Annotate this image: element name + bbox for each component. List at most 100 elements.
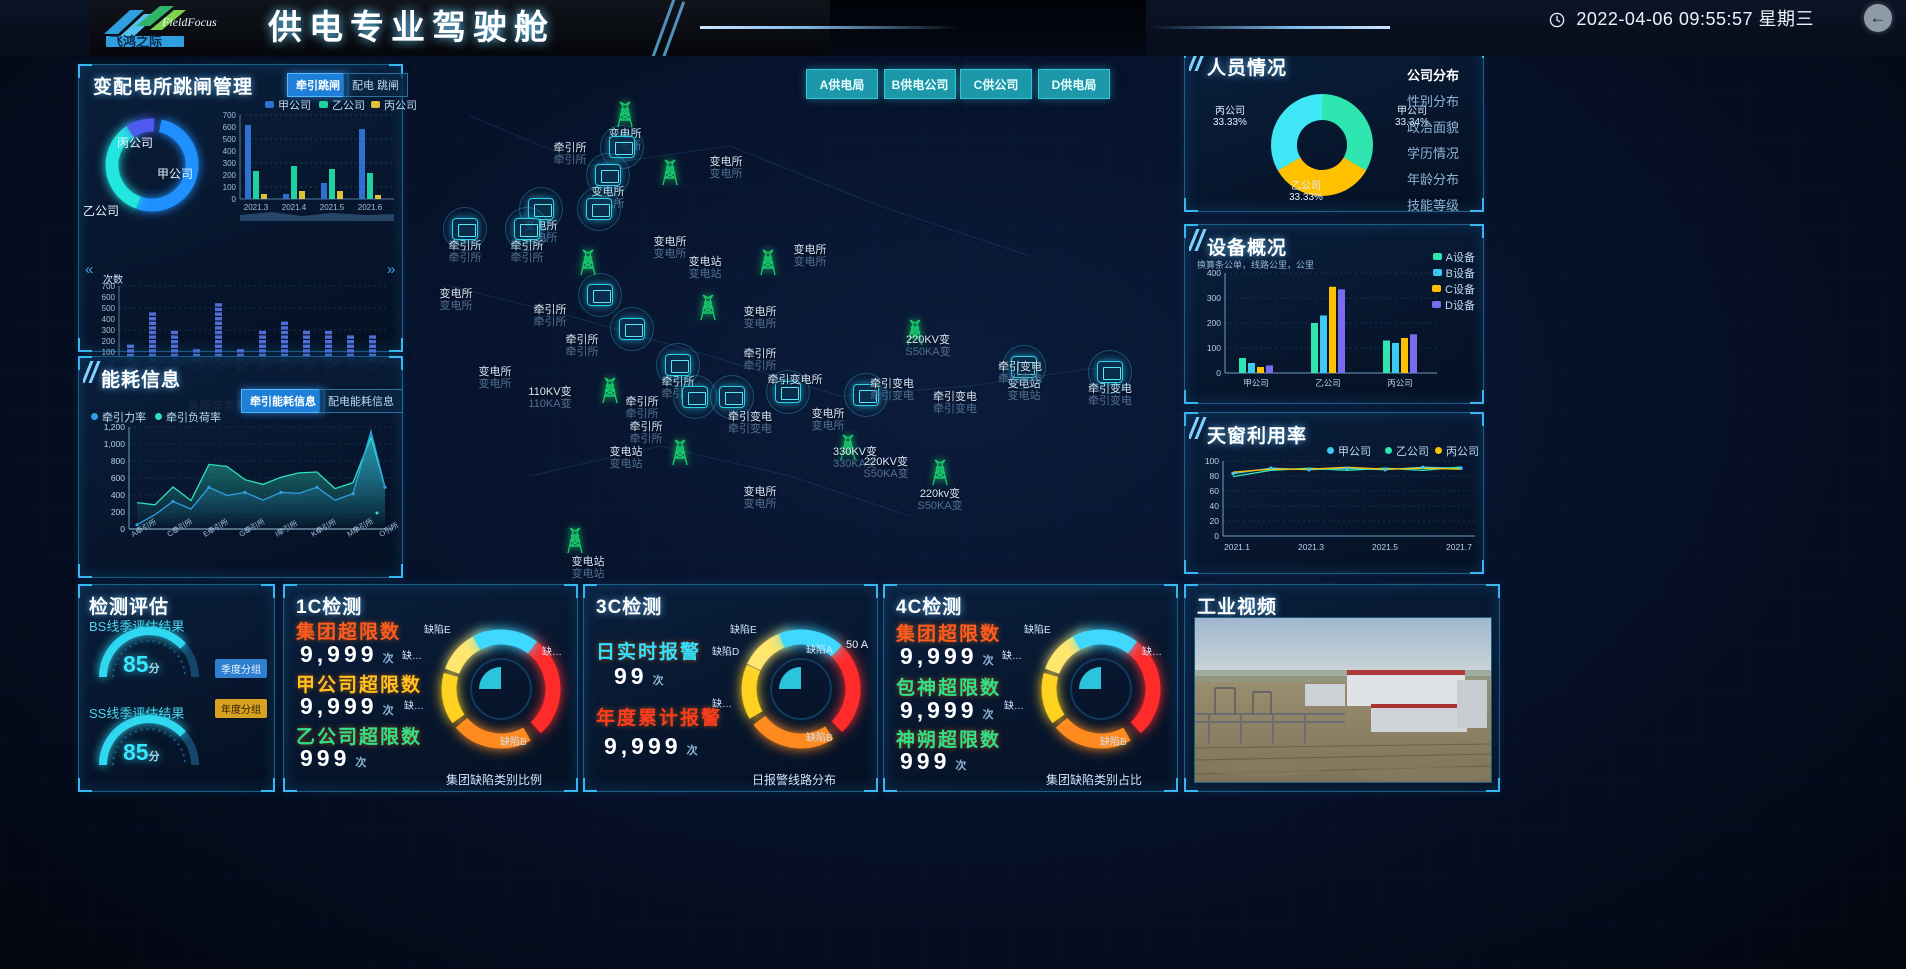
substation-icon [452,218,478,240]
trip-donut-chart [105,118,199,212]
map-node[interactable]: 变电所变电所 [687,156,765,180]
svg-text:400: 400 [102,315,116,324]
map-node[interactable]: 变电所变电所 [417,288,495,312]
tab-distribution-trip[interactable]: 配电 跳闸 [343,73,409,97]
map-node[interactable] [809,431,887,461]
svg-text:丙公司: 丙公司 [1387,378,1413,388]
map-node[interactable] [549,246,627,276]
map-node[interactable]: 变电所变电所 [789,408,867,432]
map-node[interactable] [641,436,719,466]
map-node[interactable]: 牵引所 牵引所 [543,334,621,358]
map-node[interactable]: 变电所变电所 [456,366,534,390]
map-node[interactable] [749,370,827,414]
supply-button-a[interactable]: A供电局 [806,69,878,99]
svg-text:80: 80 [1210,471,1220,481]
network-map[interactable]: 变电所变电所牵引所牵引所变电所变电所变电所变电所变电所变电所牵引所牵引所牵引所牵… [410,56,1180,580]
map-node[interactable]: 牵引变电 牵引变电 [981,361,1059,385]
legend-device-d: D设备 [1432,297,1475,313]
corner-decor [261,584,275,598]
map-node[interactable] [631,156,709,186]
legend-jia: 甲公司 [265,97,311,113]
c3-caption: 日报警线路分布 [751,773,836,787]
map-node[interactable]: 牵引所 牵引所 [607,421,685,445]
map-node[interactable]: 变电所变电所 [721,306,799,330]
map-node[interactable]: 220KV变 S50KA变 [847,456,925,480]
svg-text:100: 100 [1207,343,1221,353]
corner-decor [1184,584,1198,598]
map-node[interactable]: 牵引变电 牵引变电 [711,411,789,435]
map-node-sublabel: 变电所 [743,318,777,330]
map-node[interactable]: 牵引变电 牵引变电 [916,391,994,415]
map-node[interactable] [561,273,639,317]
map-node[interactable]: 牵引变电 牵引变电 [1071,350,1149,407]
staff-menu-item-company[interactable]: 公司分布 [1407,68,1460,83]
map-node[interactable] [560,187,638,231]
back-button[interactable]: ← [1864,4,1892,32]
map-node[interactable]: 变电所变电所 [771,244,849,268]
map-node-label: 变电所 [439,288,473,300]
map-node[interactable]: 牵引所 牵引所 [531,142,609,166]
map-node[interactable]: 变电所变电所 [631,236,709,260]
prev-arrow-icon[interactable]: « [85,261,94,278]
map-node[interactable]: 220KV变 S50KA变 [889,334,967,358]
staff-menu-item-education[interactable]: 学历情况 [1407,146,1460,161]
donut-label-jia: 甲公司 [157,167,194,181]
map-node[interactable]: 牵引变电 牵引变电 [853,378,931,402]
corner-decor [883,778,897,792]
map-node-sublabel: 牵引所 [510,252,544,264]
map-node[interactable]: 变电站 变电站 [587,446,665,470]
trip-management-panel: 变配电所跳闸管理 牵引跳闸 配电 跳闸 丙公司 甲公司 乙公司 甲公司 乙公司 … [78,64,417,413]
corner-decor [564,584,578,598]
map-node[interactable]: 牵引所 牵引所 [488,207,566,264]
map-node[interactable]: 变电所变电所 [721,486,799,510]
map-node[interactable] [729,246,807,276]
supply-button-b[interactable]: B供电公司 [884,69,956,99]
supply-button-c[interactable]: C供公司 [960,69,1032,99]
svg-text:FieldFocus: FieldFocus [161,15,217,29]
substation-icon [719,386,745,408]
map-node[interactable] [571,374,649,404]
map-node-label: 变电所 [793,244,827,256]
c4-donut-chart [1041,629,1161,749]
corner-decor [583,778,597,792]
map-node[interactable]: 110KV变 110KA变 [511,386,589,410]
staff-menu-item-age[interactable]: 年龄分布 [1407,172,1460,187]
staff-menu-item-gender[interactable]: 性别分布 [1407,94,1460,109]
staff-menu-item-skill[interactable]: 技能等级 [1407,198,1460,213]
map-node[interactable]: 变电站 变电站 [549,556,627,580]
assessment-badge-year[interactable]: 年度分组 [215,699,267,718]
map-node[interactable]: 牵引所 牵引所 [511,304,589,328]
svg-text:100: 100 [223,183,237,192]
map-node[interactable]: 330KV变 330KA变 [816,446,894,470]
c3-donut-label-e: 缺陷E [730,625,757,636]
supply-button-d[interactable]: D供电局 [1038,69,1110,99]
assessment-badge-quarter[interactable]: 季度分组 [215,659,267,678]
map-node[interactable] [669,291,747,321]
map-node[interactable]: 牵引所 牵引所 [603,396,681,420]
svg-text:200: 200 [223,171,237,180]
map-node[interactable]: 牵引变电所 [756,374,834,387]
industrial-video-feed[interactable] [1194,617,1492,783]
map-node[interactable] [827,373,905,417]
map-node[interactable] [536,524,614,554]
map-node[interactable] [583,125,661,169]
c3-metric-value-1: 9,999 次 [604,733,698,759]
svg-text:600: 600 [111,473,125,483]
map-node-sublabel: 牵引所 [629,433,663,445]
map-node[interactable] [593,307,671,351]
staff-label-jia: 甲公司 33.34% [1395,106,1429,128]
map-node[interactable]: 变电站 变电站 [666,256,744,280]
map-node[interactable] [901,456,979,486]
tab-distribution-energy[interactable]: 配电能耗信息 [319,389,403,413]
map-node[interactable]: 变电站 变电站 [985,345,1063,402]
map-node[interactable] [693,375,771,419]
staff-menu-item-political[interactable]: 政治面貌 [1407,120,1460,135]
map-node[interactable] [656,375,734,419]
tab-traction-trip[interactable]: 牵引跳闸 [287,73,349,97]
map-node[interactable] [876,316,954,346]
map-node[interactable]: 牵引所 牵引所 [721,348,799,372]
map-node[interactable]: 220kv变 S50KA变 [901,488,979,512]
map-node[interactable]: 牵引所 牵引所 [426,207,504,264]
next-arrow-icon[interactable]: » [387,261,396,278]
tab-traction-energy[interactable]: 牵引能耗信息 [241,389,325,413]
